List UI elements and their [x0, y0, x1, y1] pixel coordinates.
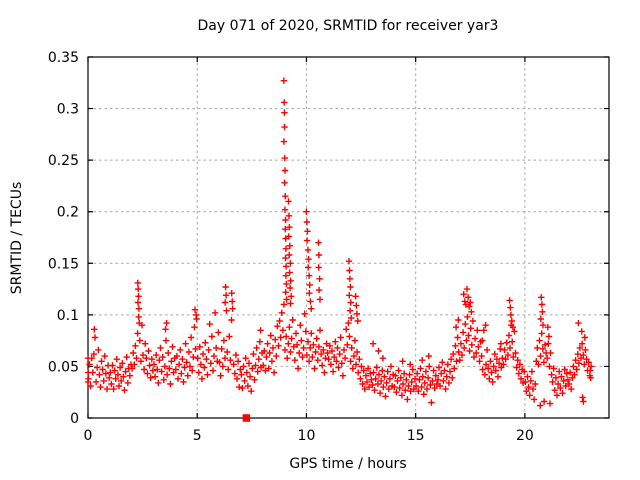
y-tick-label: 0.1: [57, 308, 79, 324]
plot-generated-layers: 0 5 10 15 20 0 0.05 0.1 0.15 0.2 0.25 0.3 0.35: [48, 50, 610, 444]
data-points: [84, 77, 595, 409]
flag-marker: [242, 414, 251, 422]
y-tick-label: 0: [70, 411, 79, 427]
y-tick-label: 0.15: [48, 256, 79, 272]
x-axis-label: GPS time / hours: [289, 456, 406, 472]
y-tick-label: 0.35: [48, 50, 79, 66]
y-tick-label: 0.25: [48, 153, 79, 169]
y-tick-label: 0.05: [48, 359, 79, 375]
grid-lines: [88, 57, 609, 418]
x-tick-label: 0: [84, 428, 93, 444]
y-axis-label: SRMTID / TECUs: [9, 182, 25, 295]
x-tick-label: 15: [407, 428, 425, 444]
plot-border: [87, 56, 610, 419]
x-tick-label: 10: [298, 428, 316, 444]
tick-labels: 0 5 10 15 20 0 0.05 0.1 0.15 0.2 0.25 0.3 0.35: [48, 50, 534, 444]
chart-title: Day 071 of 2020, SRMTID for receiver yar…: [198, 18, 499, 34]
x-tick-label: 20: [516, 428, 534, 444]
x-tick-label: 5: [193, 428, 202, 444]
axis-ticks: [87, 56, 609, 419]
y-tick-label: 0.2: [57, 205, 79, 221]
y-tick-label: 0.3: [57, 102, 79, 118]
